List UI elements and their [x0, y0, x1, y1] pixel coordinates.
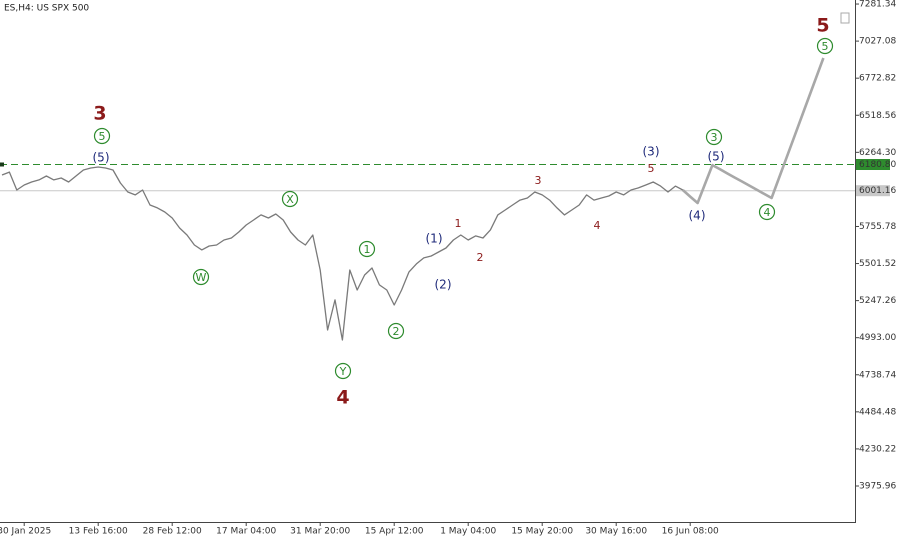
- wave-label: (4): [689, 209, 706, 223]
- wave-circle: [334, 362, 352, 380]
- y-tick-label: 6772.82: [859, 74, 896, 84]
- wave-label: 4: [594, 219, 601, 232]
- x-tick-label: 16 Jun 08:00: [662, 527, 719, 537]
- x-tick-label: 13 Feb 16:00: [69, 527, 128, 537]
- y-tick-label: 5501.52: [859, 259, 896, 269]
- x-tick-label: 15 Apr 12:00: [365, 527, 424, 537]
- wave-label: 3: [711, 131, 718, 144]
- panel-icon[interactable]: [840, 12, 850, 24]
- wave-label: 2: [393, 325, 400, 338]
- chart-title: ES,H4: US SPX 500: [4, 4, 89, 14]
- wave-circle: [387, 322, 405, 340]
- level-marker: [0, 162, 4, 167]
- forecast-line: [681, 57, 825, 205]
- wave-label: (5): [708, 150, 725, 164]
- wave-label: 5: [822, 40, 829, 53]
- y-tick-label: 4484.48: [859, 407, 896, 417]
- wave-label: 1: [455, 217, 462, 230]
- level-label: 6001.16: [859, 186, 896, 196]
- wave-label: 1: [364, 243, 371, 256]
- wave-circle: [758, 203, 776, 221]
- wave-label: 3: [93, 103, 106, 125]
- y-tick-label: 6518.56: [859, 111, 896, 121]
- wave-label: W: [196, 271, 207, 284]
- wave-label: 4: [764, 206, 771, 219]
- x-tick-label: 28 Feb 12:00: [143, 527, 202, 537]
- wave-circle: [281, 190, 299, 208]
- wave-circle: [816, 37, 834, 55]
- y-tick-label: 4230.22: [859, 444, 896, 454]
- wave-label: (2): [435, 278, 452, 292]
- wave-label: 4: [336, 387, 349, 409]
- wave-label: Y: [339, 365, 347, 378]
- wave-label: 5: [816, 15, 829, 37]
- wave-label: (1): [426, 232, 443, 246]
- y-tick-label: 7281.34: [859, 0, 896, 10]
- wave-label: 5: [648, 162, 655, 175]
- wave-label: X: [286, 193, 294, 206]
- y-tick-label: 5247.26: [859, 296, 896, 306]
- wave-circle: [358, 240, 376, 258]
- wave-circle: [192, 268, 210, 286]
- y-tick-label: 4738.74: [859, 370, 896, 380]
- y-tick-label: 4993.00: [859, 333, 896, 343]
- level-label: 6180.80: [859, 160, 896, 170]
- price-line: [1, 166, 684, 341]
- wave-label: 5: [99, 130, 106, 143]
- y-tick-label: 5755.78: [859, 222, 896, 232]
- wave-circle: [705, 128, 723, 146]
- x-tick-label: 17 Mar 04:00: [216, 527, 276, 537]
- wave-label: 2: [477, 251, 484, 264]
- y-tick-label: 7027.08: [859, 37, 896, 47]
- x-tick-label: 30 Jan 2025: [0, 527, 51, 537]
- wave-label: (3): [643, 145, 660, 159]
- wave-label: (5): [93, 151, 110, 165]
- level-label-box: [856, 185, 890, 197]
- level-label-box: [856, 159, 890, 171]
- x-tick-label: 15 May 20:00: [511, 527, 573, 537]
- x-tick-label: 1 May 04:00: [440, 527, 496, 537]
- x-tick-label: 31 Mar 20:00: [290, 527, 350, 537]
- x-tick-label: 30 May 16:00: [585, 527, 647, 537]
- y-tick-label: 6264.30: [859, 148, 896, 158]
- wave-circle: [93, 127, 111, 145]
- wave-label: 3: [535, 174, 542, 187]
- y-tick-label: 3975.96: [859, 481, 896, 491]
